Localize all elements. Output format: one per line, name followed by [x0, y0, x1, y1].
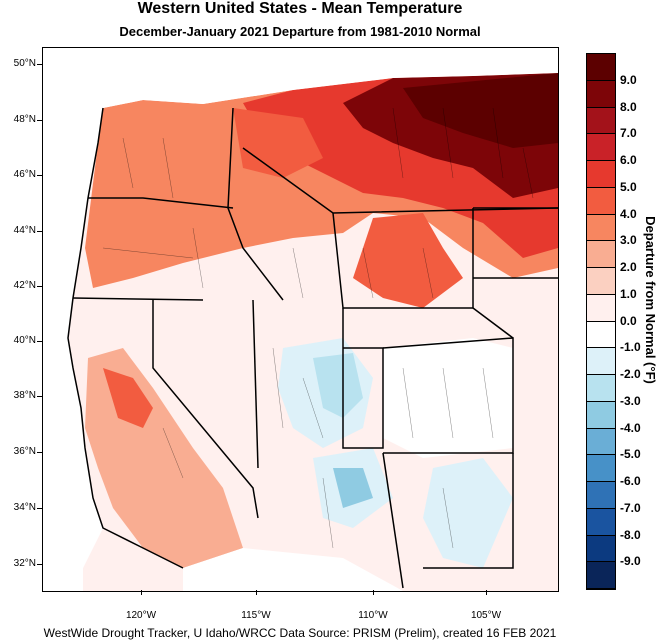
ca-nv-border [152, 300, 259, 519]
lat-label-36: 36°N [13, 446, 36, 457]
colorbar-segment [587, 161, 615, 188]
map-svg [43, 48, 558, 591]
mexico-mask [183, 548, 403, 591]
temperature-departure-map [42, 47, 559, 592]
colorbar-tick-label: 7.0 [620, 126, 637, 141]
colorbar-segment [587, 268, 615, 295]
lat-tick [37, 396, 42, 397]
colorbar-tick-label: 9.0 [620, 72, 637, 87]
lon-tick [486, 590, 487, 595]
lat-tick [37, 508, 42, 509]
colorbar-segment [587, 508, 615, 536]
wyoming-warm [353, 213, 463, 308]
colorbar-tick-label: -7.0 [620, 500, 641, 515]
lon-label-105: 105°W [470, 610, 502, 621]
or-ca-border [72, 297, 204, 301]
lon-tick [256, 590, 257, 595]
lon-label-110: 110°W [358, 610, 388, 621]
colorbar-segment [587, 348, 615, 375]
colorbar-tick-label: -9.0 [620, 554, 641, 569]
colorbar-tick-label: -4.0 [620, 420, 641, 435]
ut-co-border [342, 308, 384, 449]
canada-mask [98, 48, 558, 108]
colorbar-tick-label: 3.0 [620, 233, 637, 248]
montana-warm [233, 108, 323, 178]
lat-label-44: 44°N [13, 225, 36, 236]
lat-label-42: 42°N [13, 280, 36, 291]
colorbar-tick-label: -2.0 [620, 367, 641, 381]
lat-label-38: 38°N [13, 390, 36, 401]
lat-tick [37, 64, 42, 65]
colorbar-segment [587, 54, 615, 81]
colorbar-tick-label: -1.0 [620, 340, 641, 355]
colorbar-segment [587, 107, 615, 135]
colorbar-segment [587, 80, 615, 108]
arizona-cool-2 [333, 468, 373, 508]
lat-label-40: 40°N [13, 335, 36, 346]
nm-tx-border [423, 453, 514, 569]
map-title: Western United States - Mean Temperature [137, 0, 463, 17]
lat-label-48: 48°N [13, 114, 36, 125]
lat-tick [37, 452, 42, 453]
state-borders [67, 107, 558, 589]
colorbar-segment [587, 187, 615, 215]
colorbar [586, 53, 616, 590]
colorbar-segment [587, 321, 615, 349]
lat-label-34: 34°N [13, 502, 36, 513]
county-lines [102, 107, 534, 549]
lon-tick [373, 590, 374, 595]
lat-label-50: 50°N [13, 58, 36, 69]
lat-tick [37, 341, 42, 342]
lat-tick [37, 231, 42, 232]
dakotas-border [472, 207, 558, 339]
colorbar-tick-label: -6.0 [620, 474, 641, 488]
lon-label-120: 120°W [125, 610, 157, 621]
footer-credit: WestWide Drought Tracker, U Idaho/WRCC D… [43, 626, 557, 640]
lat-tick [37, 564, 42, 565]
lon-tick [141, 590, 142, 595]
colorbar-segment [587, 134, 615, 161]
hot-core-2 [403, 73, 558, 148]
colorbar-tick-label: 0.0 [620, 313, 637, 328]
california-hot [103, 368, 153, 428]
colorbar-tick-label: 6.0 [620, 153, 637, 167]
colorbar-title: Departure from Normal (°F) [643, 216, 658, 384]
colorbar-segment [587, 241, 615, 268]
colorado-white [383, 338, 513, 458]
colorbar-segment [587, 294, 615, 322]
co-border [382, 337, 514, 454]
map-subtitle: December-January 2021 Departure from 198… [119, 24, 481, 39]
lat-tick [37, 175, 42, 176]
colorbar-segment [587, 455, 615, 482]
colorbar-tick-label: -3.0 [620, 393, 641, 408]
colorbar-tick-label: 4.0 [620, 206, 637, 221]
colorbar-tick-label: 1.0 [620, 286, 637, 301]
utah-cool-2 [313, 353, 363, 418]
colorbar-tick-label: 2.0 [620, 260, 637, 274]
colorbar-segment [587, 482, 615, 509]
colorbar-segment [587, 428, 615, 456]
pacific-ocean [43, 48, 103, 591]
lat-tick [37, 120, 42, 121]
new-mexico-cool [423, 458, 513, 568]
lat-label-32: 32°N [13, 558, 36, 569]
nv-ut-border [252, 299, 259, 469]
colorbar-tick-label: 8.0 [620, 99, 637, 114]
id-border [227, 107, 284, 301]
wa-or-border [88, 197, 234, 209]
colorbar-segment [587, 401, 615, 429]
wy-border [332, 208, 474, 309]
colorbar-segment [587, 562, 615, 589]
colorbar-segment [587, 375, 615, 402]
lat-label-46: 46°N [13, 169, 36, 180]
colorbar-tick-label: -8.0 [620, 527, 641, 542]
colorbar-tick-label: -5.0 [620, 447, 641, 462]
colorbar-segment [587, 214, 615, 242]
colorbar-tick-label: 5.0 [620, 179, 637, 194]
colorbar-segment [587, 535, 615, 563]
lon-label-115: 115°W [241, 610, 271, 621]
az-nm-border [382, 452, 404, 589]
lat-tick [37, 286, 42, 287]
